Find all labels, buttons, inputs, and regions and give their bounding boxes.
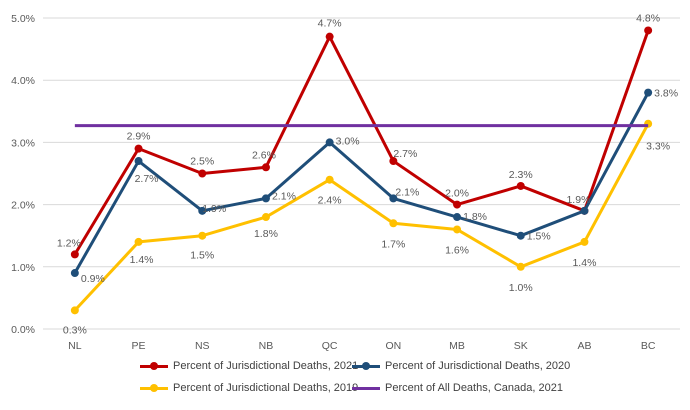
x-tick-label: NB — [259, 340, 274, 352]
data-point — [453, 225, 462, 234]
legend-item-2020: Percent of Jurisdictional Deaths, 2020 — [352, 360, 570, 372]
data-point — [389, 157, 398, 166]
y-tick-label: 5.0% — [11, 13, 35, 25]
data-point — [325, 138, 334, 147]
data-label: 2.6% — [252, 149, 276, 161]
data-point — [580, 206, 589, 215]
data-label: 2.4% — [318, 195, 342, 207]
chart-plot: 0.0% 1.0% 2.0% 3.0% 4.0% 5.0% NL PE NS NB QC ON MB SK… — [11, 12, 680, 352]
data-label: 0.3% — [63, 324, 87, 336]
data-label: 1.4% — [130, 254, 154, 266]
data-point — [261, 194, 270, 203]
data-point — [453, 200, 462, 209]
data-label: 1.9% — [566, 194, 590, 206]
data-point — [325, 32, 334, 41]
data-label: 3.0% — [336, 135, 360, 147]
data-point — [389, 194, 398, 203]
data-label: 2.0% — [445, 188, 469, 200]
data-point — [134, 144, 143, 153]
legend-label: Percent of Jurisdictional Deaths, 2019 — [173, 382, 359, 394]
x-tick-label: NL — [68, 340, 82, 352]
data-label: 3.8% — [654, 88, 678, 100]
y-tick-label: 1.0% — [11, 262, 35, 274]
data-point — [516, 262, 525, 271]
x-tick-label: QC — [322, 340, 338, 352]
data-label: 4.8% — [636, 12, 660, 24]
data-point — [70, 306, 79, 315]
data-label: 1.4% — [572, 257, 596, 269]
data-point — [198, 169, 207, 178]
y-tick-label: 3.0% — [11, 137, 35, 149]
data-label: 2.7% — [135, 173, 159, 185]
x-tick-label: BC — [641, 340, 656, 352]
x-tick-label: ON — [385, 340, 401, 352]
data-point — [453, 213, 462, 222]
legend-swatch — [352, 361, 380, 370]
legend-item-2019: Percent of Jurisdictional Deaths, 2019 — [140, 382, 358, 394]
series-line — [73, 29, 650, 256]
data-point — [325, 175, 334, 184]
data-point — [70, 250, 79, 259]
legend-swatch — [140, 383, 168, 392]
series-line — [73, 91, 650, 274]
data-point — [134, 157, 143, 166]
y-tick-label: 2.0% — [11, 200, 35, 212]
data-label: 1.8% — [254, 228, 278, 240]
data-label: 1.5% — [190, 250, 214, 262]
data-point — [134, 237, 143, 246]
data-label: 1.9% — [202, 203, 226, 215]
legend-label: Percent of Jurisdictional Deaths, 2020 — [385, 360, 571, 372]
data-label: 1.8% — [463, 211, 487, 223]
data-label: 1.2% — [57, 237, 81, 249]
data-label: 1.7% — [381, 238, 405, 250]
y-tick-label: 0.0% — [11, 324, 35, 336]
data-point — [516, 181, 525, 190]
data-label: 2.1% — [395, 186, 419, 198]
x-tick-label: SK — [514, 340, 528, 352]
x-tick-label: NS — [195, 340, 210, 352]
data-label: 1.0% — [509, 282, 533, 294]
data-label: 1.6% — [445, 244, 469, 256]
data-point — [389, 219, 398, 228]
data-point — [261, 213, 270, 222]
legend-item-2021: Percent of Jurisdictional Deaths, 2021 — [140, 360, 358, 372]
data-point — [198, 206, 207, 215]
legend-label: Percent of Jurisdictional Deaths, 2021 — [173, 360, 359, 372]
data-label: 0.9% — [81, 273, 105, 285]
series-line — [73, 123, 650, 312]
data-point — [516, 231, 525, 240]
data-point — [198, 231, 207, 240]
data-point — [261, 163, 270, 172]
data-point — [580, 237, 589, 246]
data-label: 2.1% — [272, 190, 296, 202]
legend-swatch — [140, 361, 168, 370]
x-tick-label: PE — [132, 340, 146, 352]
x-tick-label: AB — [577, 340, 591, 352]
legend-swatch — [352, 386, 380, 390]
data-label: 1.5% — [527, 231, 551, 243]
legend-label: Percent of All Deaths, Canada, 2021 — [385, 382, 563, 394]
data-label: 2.9% — [127, 131, 151, 143]
data-point — [644, 88, 653, 97]
data-label: 2.3% — [509, 169, 533, 181]
data-point — [70, 269, 79, 278]
data-label: 3.3% — [646, 141, 670, 153]
data-label: 4.7% — [318, 18, 342, 30]
data-label: 2.7% — [393, 148, 417, 160]
data-point — [644, 26, 653, 35]
legend-item-all-deaths: Percent of All Deaths, Canada, 2021 — [352, 382, 563, 394]
y-tick-label: 4.0% — [11, 75, 35, 87]
x-tick-label: MB — [449, 340, 465, 352]
data-label: 2.5% — [190, 156, 214, 168]
